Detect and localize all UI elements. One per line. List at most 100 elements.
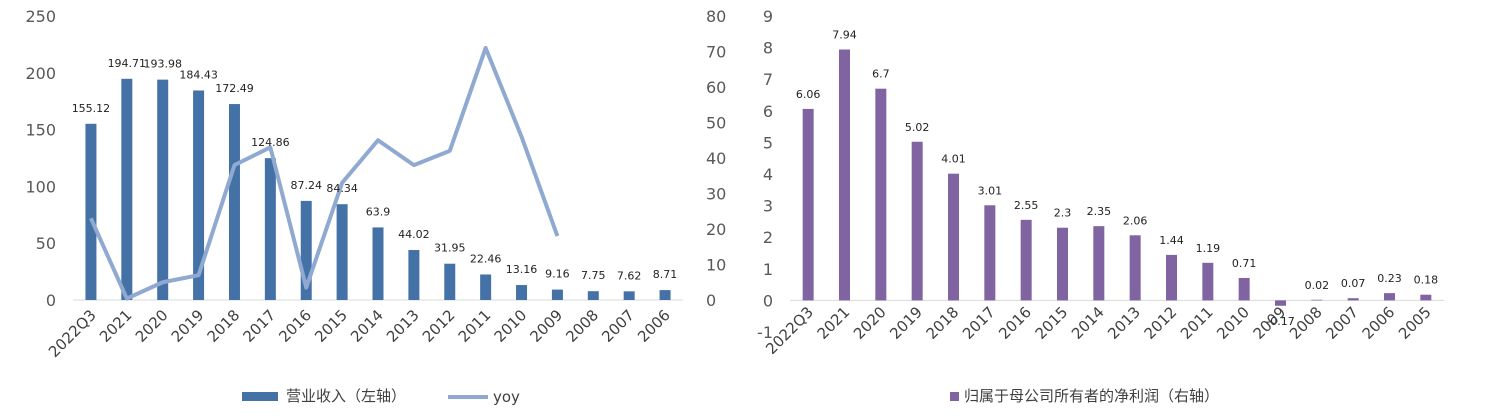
right-y-tick: 80 — [706, 7, 726, 26]
revenue-data-label: 13.16 — [506, 263, 538, 276]
profit-data-label: 0.71 — [1232, 257, 1257, 270]
right-y-tick: 0 — [706, 291, 716, 310]
revenue-data-label: 44.02 — [398, 228, 430, 241]
y-tick: 9 — [763, 7, 773, 26]
profit-bar — [911, 141, 923, 301]
right-y-tick: 30 — [706, 185, 726, 204]
revenue-bar — [516, 285, 528, 300]
left-y-tick: 0 — [46, 291, 56, 310]
x-tick: 2015 — [1032, 303, 1072, 343]
revenue-bar — [444, 263, 456, 300]
profit-data-label: 2.06 — [1123, 214, 1148, 227]
y-tick: 6 — [763, 102, 773, 121]
legend-label-yoy: yoy — [493, 388, 520, 406]
profit-data-label: 2.55 — [1014, 199, 1039, 212]
profit-bar — [839, 49, 850, 301]
profit-data-label: 1.19 — [1196, 242, 1221, 255]
left-y-tick: 50 — [36, 234, 56, 253]
right-y-tick: 20 — [706, 220, 726, 239]
profit-data-label: 6.06 — [796, 88, 821, 101]
profit-bar — [1129, 235, 1141, 301]
profit-data-label: 1.44 — [1159, 234, 1184, 247]
profit-bar — [1384, 293, 1395, 301]
x-tick: 2021 — [814, 303, 854, 343]
x-tick: 2016 — [995, 303, 1035, 343]
revenue-data-label: 8.71 — [653, 268, 678, 281]
x-tick: 2005 — [1395, 303, 1435, 343]
revenue-data-label: 63.9 — [366, 205, 391, 218]
profit-bar — [984, 205, 996, 301]
revenue-bar — [85, 123, 97, 300]
left-y-tick: 100 — [25, 177, 56, 196]
y-tick: 4 — [763, 165, 773, 184]
revenue-data-label: 7.75 — [581, 269, 606, 282]
revenue-data-label: 124.86 — [251, 136, 290, 149]
x-tick: 2007 — [1322, 303, 1362, 343]
y-tick: 7 — [763, 70, 773, 89]
revenue-bar — [480, 274, 492, 300]
profit-bar — [1057, 227, 1068, 301]
yoy-line — [89, 45, 560, 301]
profit-bar — [1420, 294, 1432, 301]
right-y-tick: 40 — [706, 149, 726, 168]
x-tick: 2019 — [886, 303, 926, 343]
y-tick: -1 — [757, 323, 773, 342]
profit-bar — [948, 173, 959, 301]
left-y-tick: 200 — [25, 64, 56, 83]
y-tick: 0 — [763, 291, 773, 310]
revenue-data-label: 172.49 — [215, 82, 254, 95]
legend-swatch-profit — [950, 392, 959, 401]
left-y-tick: 250 — [25, 7, 56, 26]
x-tick: 2011 — [1177, 303, 1217, 343]
profit-bar — [1020, 219, 1032, 301]
left-y-tick: 150 — [25, 121, 56, 140]
profit-bar — [1166, 254, 1177, 301]
right-y-tick: 10 — [706, 256, 726, 275]
profit-bar — [1238, 277, 1250, 301]
x-tick: 2012 — [1141, 303, 1181, 343]
legend-label-revenue: 营业收入（左轴） — [286, 387, 406, 405]
profit-bar — [1311, 299, 1323, 301]
profit-data-label: 0.18 — [1414, 274, 1439, 287]
profit-bar — [1093, 226, 1105, 301]
x-tick: 2014 — [1068, 303, 1108, 343]
revenue-data-label: 87.24 — [290, 179, 322, 192]
revenue-bar — [336, 204, 348, 300]
x-tick: 2006 — [1359, 303, 1399, 343]
profit-data-label: 2.3 — [1054, 207, 1072, 220]
y-tick: 2 — [763, 228, 773, 247]
revenue-bar — [408, 249, 420, 300]
revenue-bar — [587, 291, 599, 300]
revenue-data-label: 155.12 — [72, 102, 111, 115]
profit-bar — [1202, 262, 1214, 301]
x-tick: 2018 — [923, 303, 963, 343]
x-tick: 2008 — [1286, 303, 1326, 343]
revenue-data-label: 7.62 — [617, 269, 642, 282]
legend-swatch-revenue — [242, 392, 278, 401]
revenue-bar — [157, 79, 169, 300]
revenue-data-label: 184.43 — [179, 68, 218, 81]
revenue-data-label: 194.71 — [108, 57, 147, 70]
revenue-data-label: 193.98 — [143, 58, 182, 71]
y-tick: 5 — [763, 133, 773, 152]
revenue-data-label: 31.95 — [434, 242, 466, 255]
x-tick: 2017 — [959, 303, 999, 343]
revenue-bar — [659, 290, 671, 300]
profit-bar — [1347, 298, 1359, 301]
profit-data-label: 0.07 — [1341, 277, 1366, 290]
profit-bar — [875, 88, 887, 301]
revenue-bar — [300, 200, 312, 300]
y-tick: 3 — [763, 197, 773, 216]
revenue-bar — [121, 78, 133, 300]
x-tick: 2013 — [1104, 303, 1144, 343]
revenue-bar — [193, 90, 205, 300]
profit-data-label: 2.35 — [1087, 205, 1112, 218]
revenue-data-label: 9.16 — [545, 268, 570, 281]
right-y-tick: 60 — [706, 78, 726, 97]
profit-data-label: 0.23 — [1377, 272, 1402, 285]
profit-bar — [802, 108, 814, 301]
revenue-bar — [551, 289, 563, 300]
revenue-bar — [228, 104, 240, 300]
